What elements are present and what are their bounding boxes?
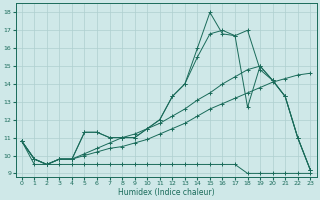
X-axis label: Humidex (Indice chaleur): Humidex (Indice chaleur) [118,188,214,197]
